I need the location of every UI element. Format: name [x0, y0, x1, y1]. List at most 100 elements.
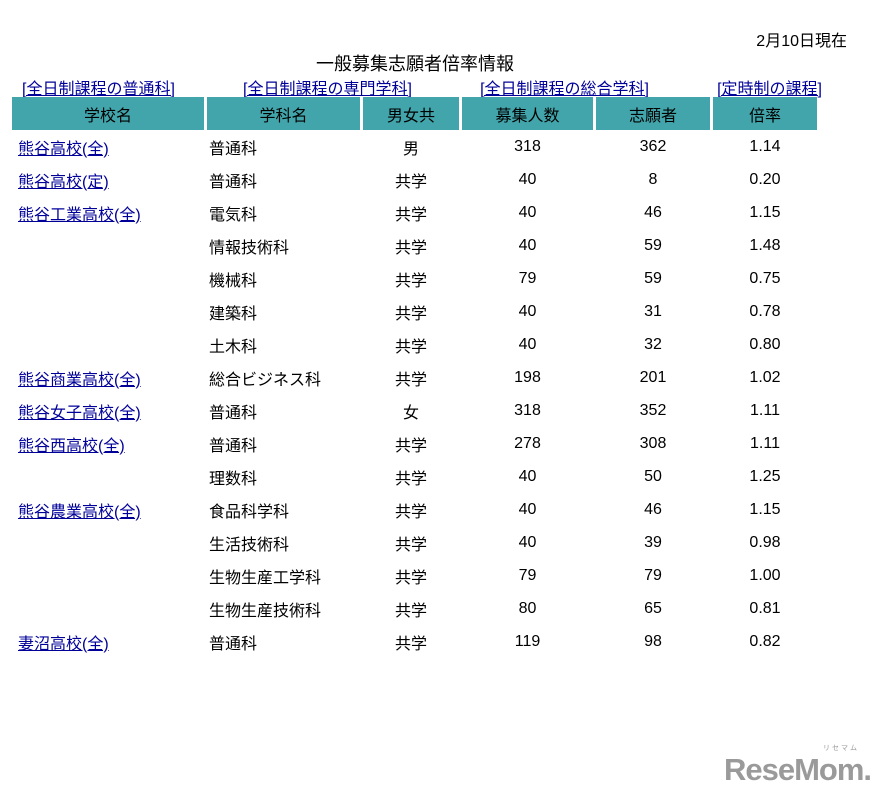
nav-link-fulltime-integrated[interactable]: [全日制課程の総合学科]	[480, 81, 649, 98]
applicants-cell: 39	[596, 526, 710, 559]
gender-cell: 共学	[363, 592, 459, 625]
ratio-cell: 1.25	[713, 460, 817, 493]
gender-cell: 共学	[363, 295, 459, 328]
department-cell: 普通科	[207, 163, 360, 196]
applicants-cell: 59	[596, 229, 710, 262]
capacity-cell: 40	[462, 295, 593, 328]
applicants-cell: 79	[596, 559, 710, 592]
capacity-cell: 40	[462, 493, 593, 526]
department-cell: 機械科	[207, 262, 360, 295]
school-link[interactable]: 熊谷農業高校(全)	[18, 503, 141, 521]
school-cell	[12, 229, 204, 262]
department-cell: 土木科	[207, 328, 360, 361]
capacity-cell: 40	[462, 526, 593, 559]
capacity-cell: 79	[462, 559, 593, 592]
table-row: 熊谷商業高校(全) 総合ビジネス科 共学 198 201 1.02	[12, 361, 817, 394]
school-cell	[12, 559, 204, 592]
applicants-cell: 308	[596, 427, 710, 460]
school-cell	[12, 460, 204, 493]
table-row: 建築科 共学 40 31 0.78	[12, 295, 817, 328]
table-row: 熊谷西高校(全) 普通科 共学 278 308 1.11	[12, 427, 817, 460]
gender-cell: 共学	[363, 328, 459, 361]
school-cell	[12, 526, 204, 559]
table-row: 生物生産工学科 共学 79 79 1.00	[12, 559, 817, 592]
nav-link-parttime[interactable]: [定時制の課程]	[717, 81, 822, 98]
capacity-cell: 198	[462, 361, 593, 394]
gender-cell: 共学	[363, 460, 459, 493]
gender-cell: 共学	[363, 361, 459, 394]
resemom-logo-text: ReseMom.	[723, 752, 872, 787]
applicants-cell: 46	[596, 493, 710, 526]
capacity-cell: 278	[462, 427, 593, 460]
resemom-logo: リセマム ReseMom.	[723, 745, 872, 787]
ratio-cell: 1.15	[713, 493, 817, 526]
capacity-cell: 40	[462, 196, 593, 229]
department-cell: 普通科	[207, 130, 360, 163]
capacity-cell: 40	[462, 229, 593, 262]
department-cell: 生物生産工学科	[207, 559, 360, 592]
department-cell: 総合ビジネス科	[207, 361, 360, 394]
school-cell	[12, 592, 204, 625]
applicant-ratio-table: 学校名 学科名 男女共 募集人数 志願者 倍率 熊谷高校(全) 普通科男 318 36…	[9, 97, 820, 658]
capacity-cell: 40	[462, 328, 593, 361]
table-row: 熊谷高校(定) 普通科 共学 40 8 0.20	[12, 163, 817, 196]
gender-cell: 共学	[363, 559, 459, 592]
nav-link-fulltime-specialty[interactable]: [全日制課程の専門学科]	[243, 81, 412, 98]
page-title: 一般募集志願者倍率情報	[316, 54, 514, 74]
applicants-cell: 31	[596, 295, 710, 328]
school-cell: 妻沼高校(全)	[12, 625, 204, 658]
applicants-cell: 8	[596, 163, 710, 196]
school-cell: 熊谷西高校(全)	[12, 427, 204, 460]
capacity-cell: 40	[462, 163, 593, 196]
school-cell: 熊谷高校(定)	[12, 163, 204, 196]
school-link[interactable]: 熊谷高校(定)	[18, 173, 109, 191]
school-cell: 熊谷女子高校(全)	[12, 394, 204, 427]
col-header-department: 学科名	[207, 97, 360, 130]
ratio-cell: 0.75	[713, 262, 817, 295]
ratio-cell: 0.98	[713, 526, 817, 559]
department-cell: 建築科	[207, 295, 360, 328]
school-link[interactable]: 熊谷高校(全)	[18, 140, 109, 158]
gender-cell: 女	[363, 394, 459, 427]
gender-cell: 共学	[363, 427, 459, 460]
school-cell: 熊谷商業高校(全)	[12, 361, 204, 394]
ratio-cell: 1.48	[713, 229, 817, 262]
department-cell: 普通科	[207, 427, 360, 460]
table-header-row: 学校名 学科名 男女共 募集人数 志願者 倍率	[12, 97, 817, 130]
school-cell: 熊谷農業高校(全)	[12, 493, 204, 526]
table-row: 理数科 共学 40 50 1.25	[12, 460, 817, 493]
ratio-cell: 0.80	[713, 328, 817, 361]
table-row: 機械科 共学 79 59 0.75	[12, 262, 817, 295]
applicants-cell: 59	[596, 262, 710, 295]
school-cell	[12, 328, 204, 361]
school-link[interactable]: 熊谷工業高校(全)	[18, 206, 141, 224]
gender-cell: 男	[363, 130, 459, 163]
department-cell: 普通科	[207, 625, 360, 658]
school-link[interactable]: 妻沼高校(全)	[18, 635, 109, 653]
nav-link-fulltime-general[interactable]: [全日制課程の普通科]	[22, 81, 175, 98]
col-header-gender: 男女共	[363, 97, 459, 130]
capacity-cell: 80	[462, 592, 593, 625]
gender-cell: 共学	[363, 163, 459, 196]
school-cell	[12, 295, 204, 328]
school-link[interactable]: 熊谷西高校(全)	[18, 437, 125, 455]
table-row: 生物生産技術科 共学 80 65 0.81	[12, 592, 817, 625]
ratio-cell: 1.11	[713, 394, 817, 427]
ratio-cell: 1.02	[713, 361, 817, 394]
school-cell: 熊谷高校(全)	[12, 130, 204, 163]
date-note: 2月10日現在	[756, 33, 847, 50]
ratio-cell: 0.78	[713, 295, 817, 328]
applicants-cell: 46	[596, 196, 710, 229]
applicants-cell: 65	[596, 592, 710, 625]
school-link[interactable]: 熊谷商業高校(全)	[18, 371, 141, 389]
gender-cell: 共学	[363, 493, 459, 526]
ratio-cell: 1.11	[713, 427, 817, 460]
gender-cell: 共学	[363, 526, 459, 559]
school-link[interactable]: 熊谷女子高校(全)	[18, 404, 141, 422]
table-row: 熊谷農業高校(全) 食品科学科 共学 40 46 1.15	[12, 493, 817, 526]
department-cell: 食品科学科	[207, 493, 360, 526]
school-cell: 熊谷工業高校(全)	[12, 196, 204, 229]
ratio-cell: 0.20	[713, 163, 817, 196]
col-header-school: 学校名	[12, 97, 204, 130]
department-cell: 生物生産技術科	[207, 592, 360, 625]
